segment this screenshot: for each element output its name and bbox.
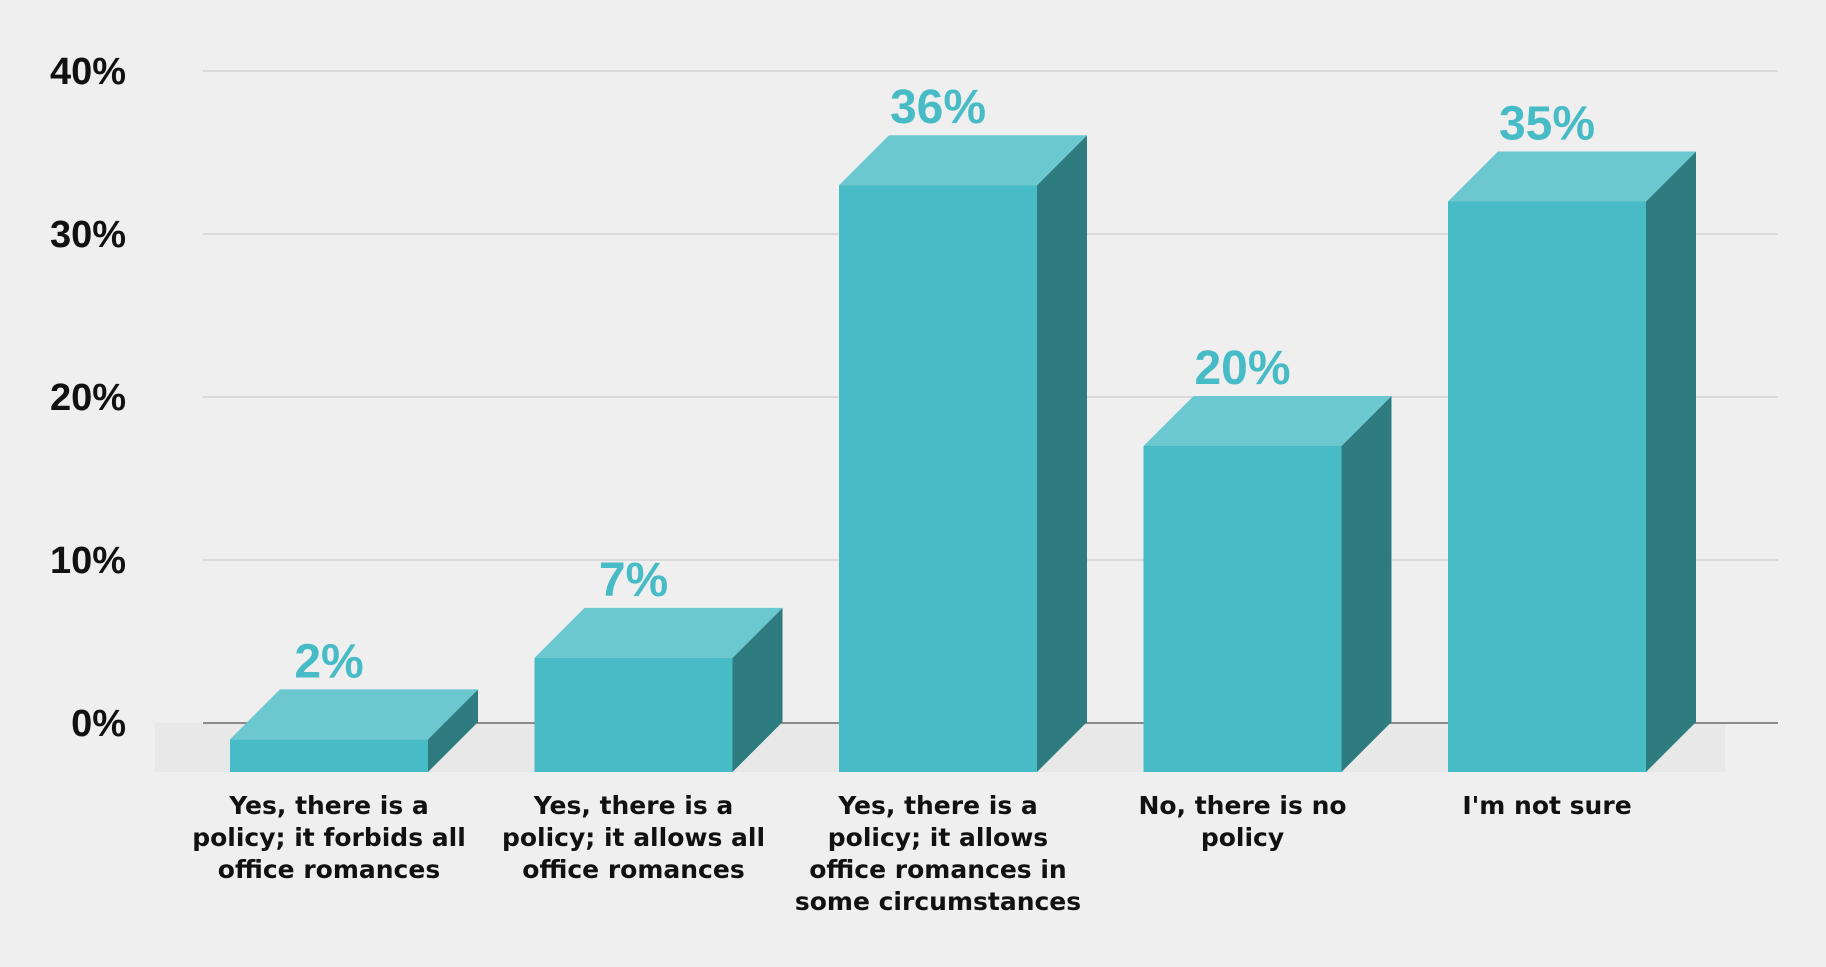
x-tick-label: Yes, there is a policy; it forbids all o… [192, 791, 466, 884]
bar-side-face [732, 607, 783, 772]
bar [1448, 151, 1696, 772]
value-label: 20% [1194, 342, 1290, 395]
y-tick-label: 30% [50, 214, 126, 256]
x-tick-label: Yes, there is a policy; it allows office… [794, 791, 1082, 916]
value-label: 35% [1499, 98, 1595, 151]
bar [839, 135, 1087, 772]
bar-side-face [1646, 151, 1696, 772]
y-tick-label: 0% [71, 703, 126, 745]
bar-side-face [1341, 396, 1392, 772]
bar-top-face [1448, 151, 1696, 202]
bar-top-face [534, 607, 783, 658]
y-tick-label: 40% [50, 51, 126, 93]
value-labels: 2% 7% 36% 20% 35% [294, 81, 1595, 688]
y-axis: 0% 10% 20% 30% 40% [50, 51, 126, 745]
bar-front-face [1143, 446, 1342, 772]
x-tick-label: I'm not sure [1462, 791, 1632, 820]
bars [230, 135, 1696, 772]
bar-top-face [230, 689, 478, 740]
bar-front-face [534, 657, 733, 772]
bar-side-face [428, 689, 478, 772]
y-tick-label: 10% [50, 540, 126, 582]
bar-front-face [1448, 201, 1646, 772]
value-label: 2% [294, 635, 363, 688]
y-tick-label: 20% [50, 377, 126, 419]
bar [1143, 396, 1392, 772]
bar-top-face [839, 135, 1087, 186]
x-tick-label: Yes, there is a policy; it allows all of… [501, 791, 766, 884]
x-tick-label: No, there is no policy [1138, 791, 1347, 852]
bar-top-face [1143, 396, 1392, 446]
bar-front-face [839, 185, 1037, 772]
bar-side-face [1037, 135, 1087, 772]
bar [230, 689, 478, 772]
value-label: 7% [599, 554, 668, 607]
bar [534, 607, 783, 772]
bar-front-face [230, 739, 428, 772]
value-label: 36% [890, 81, 986, 134]
